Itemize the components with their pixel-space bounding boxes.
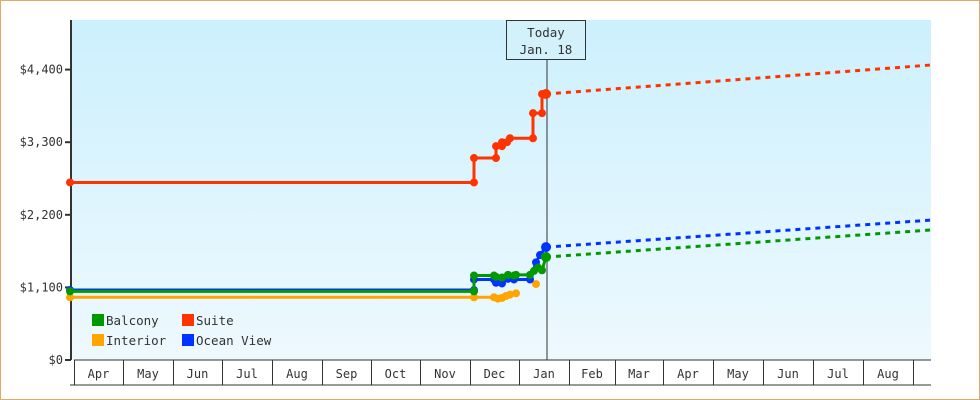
y-axis: $0 $1,100 $2,200 $3,300 $4,400 (20, 20, 72, 367)
data-point[interactable] (492, 272, 500, 281)
legend-item-interior[interactable]: Interior (92, 332, 182, 348)
projection-line (545, 63, 932, 96)
x-tick-label: Dec (484, 367, 506, 381)
data-point[interactable] (512, 289, 520, 298)
data-point[interactable] (470, 293, 478, 302)
x-tick-label: Jun (777, 367, 799, 381)
data-point[interactable] (66, 178, 74, 187)
data-point[interactable] (470, 271, 478, 280)
suite-swatch (182, 314, 194, 326)
x-tick-label: Apr (677, 367, 699, 381)
y-tick-label: $0 (49, 353, 63, 367)
projection-line (545, 228, 932, 259)
data-point[interactable] (66, 293, 74, 302)
x-tick-label: Aug (286, 367, 308, 381)
data-point[interactable] (538, 109, 546, 118)
plot-area (72, 20, 931, 360)
data-point[interactable] (492, 278, 500, 287)
x-tick-label: Aug (877, 367, 899, 381)
data-point[interactable] (504, 270, 512, 279)
current-price-point[interactable] (541, 242, 551, 253)
x-tick-label: Jul (236, 367, 258, 381)
series-lines (66, 63, 932, 303)
legend-item-ocean-view[interactable]: Ocean View (182, 332, 292, 348)
x-tick-label: Sep (336, 367, 358, 381)
y-tick-label: $4,400 (20, 63, 63, 77)
data-point[interactable] (506, 290, 514, 299)
legend-label: Ocean View (196, 332, 272, 348)
interior-swatch (92, 334, 104, 346)
data-point[interactable] (470, 178, 478, 187)
y-tick-label: $1,100 (20, 280, 63, 294)
current-price-point[interactable] (541, 89, 551, 100)
legend-item-balcony[interactable]: Balcony (92, 312, 182, 328)
x-tick-label: Apr (88, 367, 110, 381)
today-label: Today (527, 25, 565, 40)
data-point[interactable] (529, 134, 537, 143)
y-tick-label: $2,200 (20, 208, 63, 222)
legend-label: Balcony (106, 312, 159, 328)
legend-item-suite[interactable]: Suite (182, 312, 292, 328)
x-axis: Apr May Jun Jul Aug Sep Oct Nov Dec Jan Feb Mar Apr M… (70, 359, 931, 386)
data-point[interactable] (66, 287, 74, 296)
data-point[interactable] (492, 142, 500, 151)
data-point[interactable] (538, 266, 546, 275)
data-point[interactable] (470, 154, 478, 163)
x-tick-label: Mar (628, 367, 650, 381)
y-tick-label: $3,300 (20, 135, 63, 149)
balcony-swatch (92, 314, 104, 326)
x-tick-label: Jan (533, 367, 555, 381)
data-point[interactable] (512, 270, 520, 279)
x-tick-label: Jun (187, 367, 209, 381)
today-marker: Today Jan. 18 (506, 20, 586, 60)
x-tick-label: Nov (434, 367, 456, 381)
series-suite (66, 63, 932, 187)
x-tick-label: May (137, 367, 159, 381)
legend-label: Suite (196, 312, 234, 328)
today-date: Jan. 18 (519, 42, 573, 57)
x-tick-label: Oct (385, 367, 407, 381)
x-tick-label: Feb (581, 367, 603, 381)
projection-line (545, 218, 932, 249)
ocean-view-swatch (182, 334, 194, 346)
data-point[interactable] (498, 279, 506, 288)
x-tick-label: May (727, 367, 749, 381)
data-point[interactable] (532, 280, 540, 289)
legend-label: Interior (106, 332, 167, 348)
current-price-point[interactable] (541, 252, 551, 263)
data-point[interactable] (529, 109, 537, 118)
legend: Balcony Suite Interior Ocean View (92, 312, 292, 348)
x-tick-label: Jul (827, 367, 849, 381)
series-interior (66, 280, 540, 303)
data-point[interactable] (492, 154, 500, 163)
series-balcony (66, 228, 932, 296)
data-point[interactable] (498, 273, 506, 282)
data-point[interactable] (470, 287, 478, 296)
data-point[interactable] (506, 134, 514, 143)
